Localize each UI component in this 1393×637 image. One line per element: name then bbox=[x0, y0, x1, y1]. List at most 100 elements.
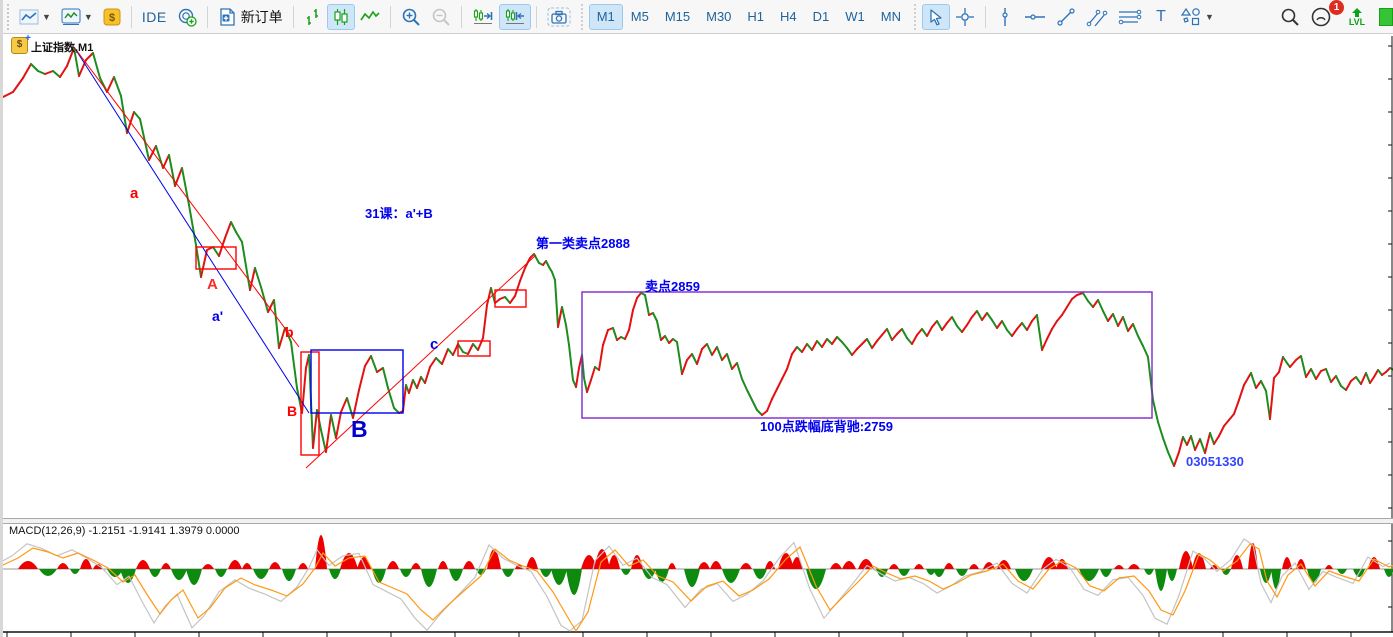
chart-annotation[interactable]: 31课：a'+B bbox=[365, 206, 433, 221]
price-series-segment bbox=[981, 312, 988, 321]
macd-histogram-lobe bbox=[684, 569, 700, 587]
annotation-box[interactable] bbox=[494, 289, 527, 308]
toolbar-drag-handle[interactable] bbox=[5, 3, 11, 30]
candles-style-button[interactable] bbox=[326, 3, 355, 30]
timeframe-mn-button[interactable]: MN bbox=[873, 4, 909, 30]
timeframe-w1-button[interactable]: W1 bbox=[837, 4, 873, 30]
screenshot-button[interactable] bbox=[542, 4, 576, 30]
chart-annotation[interactable]: b bbox=[285, 324, 294, 340]
chart-annotation[interactable]: 第一类卖点2888 bbox=[536, 236, 630, 251]
annotation-box[interactable] bbox=[581, 291, 1153, 419]
timeframe-d1-button[interactable]: D1 bbox=[805, 4, 838, 30]
macd-histogram-lobe bbox=[149, 569, 161, 577]
macd-histogram-lobe bbox=[1167, 569, 1177, 581]
price-series-segment bbox=[652, 312, 658, 322]
price-series-segment bbox=[561, 306, 567, 326]
price-series-segment bbox=[628, 309, 634, 331]
shapes-tool-button[interactable]: ▼ bbox=[1175, 4, 1219, 30]
timeframe-m15-button[interactable]: M15 bbox=[657, 4, 698, 30]
macd-histogram-lobe bbox=[740, 563, 752, 569]
algo-trading-button[interactable] bbox=[172, 4, 202, 30]
price-series-segment bbox=[575, 367, 580, 388]
macd-histogram-lobe bbox=[186, 569, 202, 585]
vertical-line-tool-button[interactable] bbox=[991, 4, 1019, 30]
annotation-box[interactable] bbox=[300, 351, 320, 456]
symbol-title: 上证指数,M1 bbox=[31, 42, 94, 54]
price-series-segment bbox=[148, 145, 157, 161]
line-style-icon bbox=[360, 8, 380, 26]
price-series-segment bbox=[896, 328, 903, 335]
price-series-segment bbox=[78, 59, 87, 77]
zoom-out-button[interactable] bbox=[426, 4, 456, 30]
indicator-window-dropdown-button[interactable]: ▼ bbox=[56, 4, 98, 30]
line-style-button[interactable] bbox=[355, 4, 385, 30]
price-series-segment bbox=[106, 76, 115, 93]
new-order-button[interactable]: 新订单 bbox=[213, 4, 288, 30]
levels-button[interactable]: LVL bbox=[1343, 4, 1371, 30]
price-series-segment bbox=[120, 95, 128, 134]
crosshair-tool-button[interactable] bbox=[950, 4, 980, 30]
chart-annotation[interactable]: a bbox=[130, 185, 139, 202]
auto-scroll-button[interactable] bbox=[467, 4, 499, 30]
price-series-segment bbox=[249, 267, 256, 291]
pane-splitter[interactable] bbox=[3, 518, 1393, 524]
timeframe-h4-button[interactable]: H4 bbox=[772, 4, 805, 30]
chart-type-dropdown-button[interactable]: ▼ bbox=[14, 4, 56, 30]
macd-histogram-lobe bbox=[269, 562, 281, 569]
auto-scroll-icon bbox=[472, 8, 494, 26]
timeframe-m1-button[interactable]: M1 bbox=[588, 3, 623, 30]
macd-histogram-lobe bbox=[540, 569, 552, 577]
trendline-tool-button[interactable] bbox=[1051, 4, 1081, 30]
price-series-segment bbox=[1335, 375, 1342, 387]
timeframe-m5-button[interactable]: M5 bbox=[623, 4, 657, 30]
search-button[interactable] bbox=[1275, 4, 1305, 30]
trendline[interactable] bbox=[73, 46, 310, 414]
bars-style-button[interactable] bbox=[299, 4, 327, 30]
chart-annotation[interactable]: B bbox=[287, 403, 297, 419]
notifications-button[interactable]: 1 bbox=[1305, 0, 1344, 30]
channel-tool-button[interactable] bbox=[1081, 4, 1113, 30]
chart-annotation[interactable]: 03051330 bbox=[1186, 454, 1244, 469]
trendline[interactable] bbox=[305, 254, 537, 469]
price-series-segment bbox=[636, 292, 642, 299]
annotation-box[interactable] bbox=[195, 246, 237, 270]
chart-annotation[interactable]: a' bbox=[212, 308, 223, 324]
chart-annotation[interactable]: 100点跌幅底背驰:2759 bbox=[760, 419, 893, 434]
price-series-segment bbox=[986, 312, 993, 321]
trendline[interactable] bbox=[73, 46, 300, 348]
macd-histogram-lobe bbox=[956, 569, 968, 576]
price-series-segment bbox=[44, 70, 54, 75]
price-series-segment bbox=[352, 389, 360, 419]
annotation-box[interactable] bbox=[457, 340, 491, 357]
ide-button[interactable]: IDE bbox=[137, 4, 172, 30]
text-tool-button[interactable]: T bbox=[1147, 4, 1175, 30]
macd-histogram-lobe bbox=[1271, 569, 1281, 589]
chart-annotation[interactable]: 卖点2859 bbox=[645, 279, 700, 294]
timeframe-m30-button[interactable]: M30 bbox=[698, 4, 739, 30]
price-series-segment bbox=[370, 355, 378, 373]
trendline-icon bbox=[1056, 7, 1076, 27]
horizontal-line-icon bbox=[1024, 10, 1046, 24]
chart-annotation[interactable]: B bbox=[351, 416, 368, 442]
macd-histogram-lobe bbox=[969, 564, 979, 569]
chart-shift-button[interactable] bbox=[498, 3, 531, 30]
zoom-in-button[interactable] bbox=[396, 4, 426, 30]
macd-histogram-lobe bbox=[1114, 565, 1124, 569]
macd-histogram-lobe bbox=[253, 569, 269, 579]
price-series-segment bbox=[886, 328, 893, 341]
price-series-segment bbox=[716, 346, 723, 361]
chart-annotation[interactable]: c bbox=[430, 336, 438, 353]
price-series-segment bbox=[1209, 432, 1215, 445]
chart-annotation[interactable]: A bbox=[207, 276, 218, 293]
equidistant-lines-tool-button[interactable] bbox=[1113, 4, 1147, 30]
annotation-box[interactable] bbox=[310, 349, 404, 414]
vertical-line-icon bbox=[998, 7, 1012, 27]
market-watch-button[interactable]: $ bbox=[98, 4, 126, 30]
timeframe-h1-button[interactable]: H1 bbox=[739, 4, 772, 30]
cursor-tool-button[interactable] bbox=[922, 3, 950, 30]
search-icon bbox=[1280, 7, 1300, 27]
price-series-segment bbox=[841, 341, 848, 349]
price-series-segment bbox=[644, 294, 650, 316]
horizontal-line-tool-button[interactable] bbox=[1019, 4, 1051, 30]
